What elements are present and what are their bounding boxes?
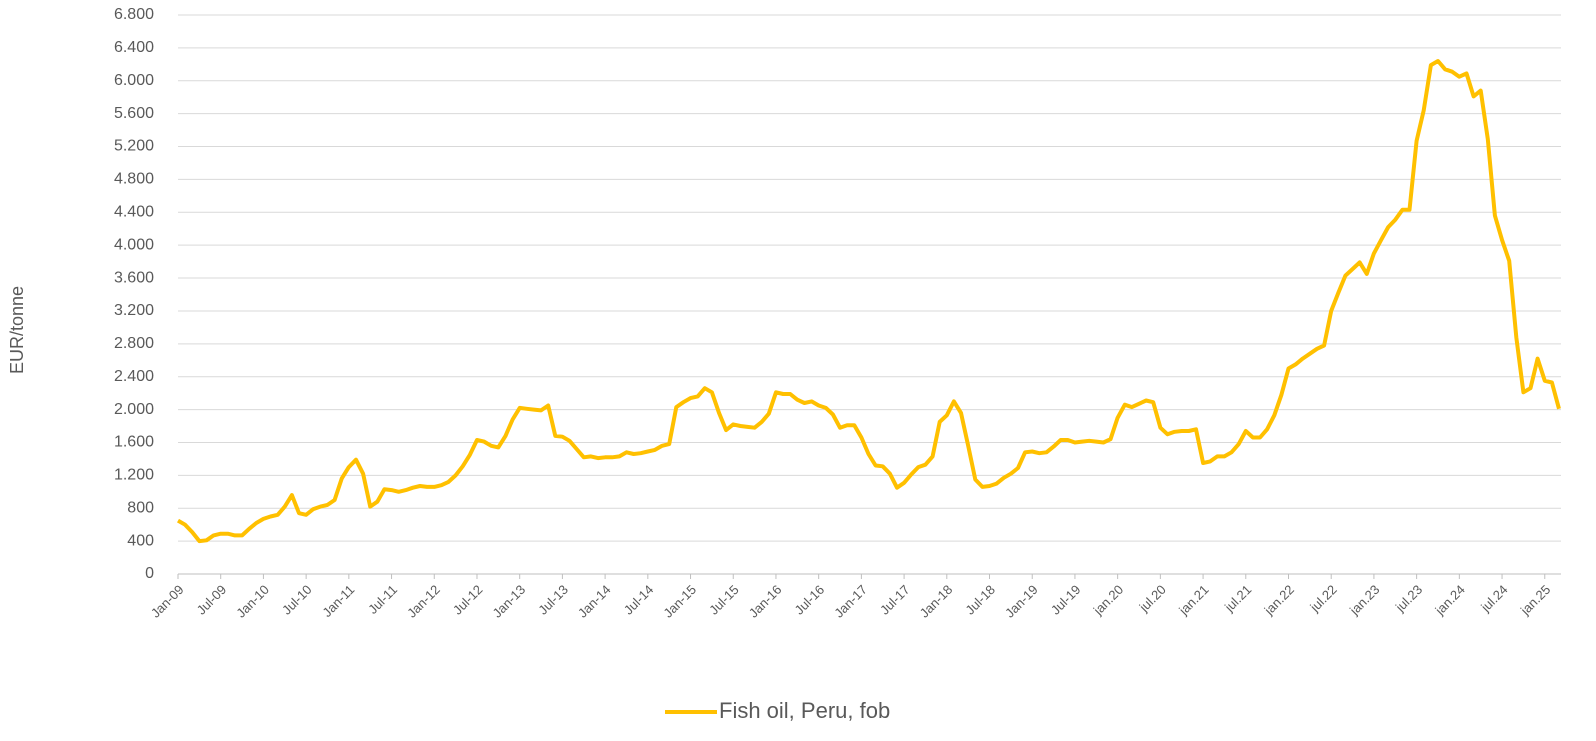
y-tick-label: 5.600: [114, 105, 154, 122]
y-tick-label: 6.000: [114, 72, 154, 89]
data-line: [176, 59, 1561, 544]
x-tick-label: jan.21: [1175, 582, 1211, 618]
x-tick-label: jul.20: [1136, 582, 1169, 615]
x-tick-label: jul.21: [1221, 582, 1254, 615]
y-tick-label: 4.800: [114, 171, 154, 188]
x-tick-label: Jul-12: [450, 582, 486, 618]
x-tick-label: Jan-19: [1002, 582, 1041, 621]
y-tick-label: 6.400: [114, 39, 154, 56]
x-tick-label: Jan-11: [319, 582, 357, 620]
y-tick-label: 800: [127, 499, 154, 516]
y-tick-label: 4.400: [114, 204, 154, 221]
x-tick-label: Jul-13: [535, 582, 571, 618]
x-tick-label: Jan-16: [746, 582, 785, 621]
y-tick-label: 1.600: [114, 434, 154, 451]
y-tick-label: 0: [145, 565, 154, 582]
x-tick-label: Jul-15: [706, 582, 742, 618]
x-tick-label: Jan-17: [831, 582, 870, 621]
y-tick-label: 2.800: [114, 335, 154, 352]
y-axis-label: EUR/tonne: [7, 286, 27, 374]
x-tick-label: Jul-16: [792, 582, 828, 618]
y-tick-label: 4.000: [114, 236, 154, 253]
x-tick-label: Jul-09: [194, 582, 230, 618]
y-tick-label: 400: [127, 532, 154, 549]
x-tick-label: jan.22: [1261, 582, 1297, 618]
x-tick-label: Jan-10: [233, 582, 272, 621]
x-tick-label: jul.22: [1306, 582, 1339, 615]
y-tick-label: 2.000: [114, 401, 154, 418]
legend-label: Fish oil, Peru, fob: [719, 698, 890, 723]
y-tick-label: 3.200: [114, 302, 154, 319]
y-tick-label: 1.200: [114, 467, 154, 484]
x-tick-label: jan.25: [1517, 582, 1553, 618]
x-tick-label: Jan-12: [404, 582, 443, 621]
x-tick-label: Jan-13: [490, 582, 529, 621]
x-tick-label: Jul-19: [1048, 582, 1084, 618]
x-tick-label: Jan-09: [148, 582, 187, 621]
y-tick-label: 5.200: [114, 138, 154, 155]
x-tick-label: jan.23: [1346, 582, 1382, 618]
x-tick-label: Jan-15: [660, 582, 699, 621]
x-tick-label: Jul-14: [621, 582, 657, 618]
x-tick-label: Jan-14: [575, 582, 614, 621]
x-tick-label: jan.20: [1090, 582, 1126, 618]
y-tick-label: 6.800: [114, 6, 154, 23]
x-tick-label: jan.24: [1432, 582, 1468, 618]
x-tick-label: Jul-18: [962, 582, 998, 618]
x-tick-label: Jul-17: [877, 582, 913, 618]
y-tick-label: 3.600: [114, 269, 154, 286]
x-tick-label: jul.24: [1477, 582, 1510, 615]
x-tick-label: Jul-10: [279, 582, 315, 618]
x-tick-label: Jan-18: [917, 582, 956, 621]
x-tick-label: jul.23: [1392, 582, 1425, 615]
x-tick-label: Jul-11: [365, 582, 400, 617]
y-tick-label: 2.400: [114, 368, 154, 385]
